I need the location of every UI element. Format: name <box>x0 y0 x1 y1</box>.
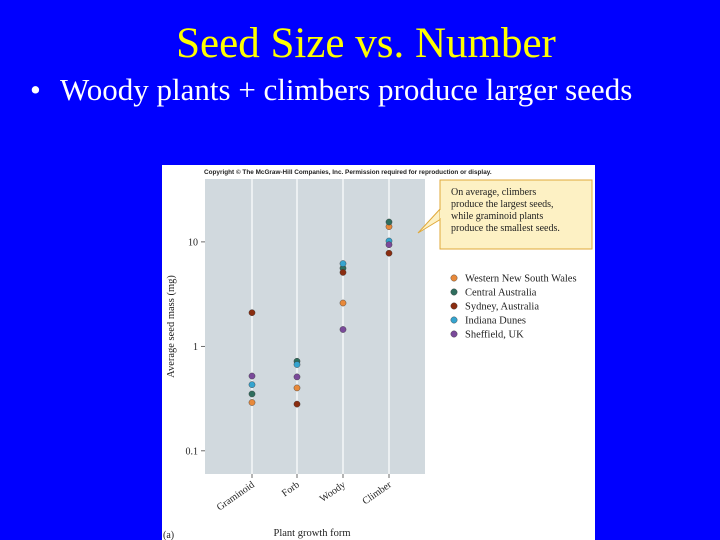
y-axis-label: Average seed mass (mg) <box>166 275 177 378</box>
point-2-0 <box>248 309 256 316</box>
legend-label-1: Central Australia <box>465 288 537 299</box>
x-axis-ticks: Graminoid Forb Woody Climber <box>215 474 394 513</box>
point-3-0 <box>248 381 256 388</box>
point-1-0 <box>248 390 256 398</box>
x-axis-label: Plant growth form <box>274 528 351 539</box>
x-tick-label-3: Climber <box>361 479 395 507</box>
callout-line-4: produce the smallest seeds. <box>451 223 560 234</box>
legend-marker-0 <box>450 274 458 282</box>
point-4-3 <box>385 241 393 249</box>
data-points <box>248 218 393 408</box>
y-tick-label-2: 10 <box>188 237 198 248</box>
legend-marker-2 <box>450 302 458 310</box>
x-tick-label-1: Forb <box>280 479 302 499</box>
legend-marker-4 <box>450 330 458 338</box>
bullet-marker: • <box>30 72 41 107</box>
point-3-1 <box>293 361 301 368</box>
point-4-1 <box>293 373 301 381</box>
point-0-0 <box>248 399 256 406</box>
point-2-1 <box>293 400 301 408</box>
point-0-1 <box>293 384 301 392</box>
legend-marker-1 <box>450 288 458 296</box>
copyright-band <box>162 165 595 179</box>
point-1-3 <box>385 218 393 226</box>
y-tick-label-0: 0.1 <box>186 446 199 457</box>
callout: On average, climbers produce the largest… <box>417 179 593 250</box>
callout-line-1: On average, climbers <box>451 187 536 198</box>
legend-label-4: Sheffield, UK <box>465 330 524 341</box>
x-tick-label-2: Woody <box>318 479 348 504</box>
point-2-3 <box>385 249 393 257</box>
panel-label: (a) <box>163 530 174 540</box>
callout-line-3: while graminoid plants <box>451 211 543 222</box>
callout-line-2: produce the largest seeds, <box>451 199 554 210</box>
point-2-2 <box>339 269 347 276</box>
callout-box <box>439 179 593 250</box>
legend-marker-3 <box>450 316 458 324</box>
slide-title: Seed Size vs. Number <box>176 20 556 67</box>
legend: Western New South Wales Central Australia… <box>450 274 577 341</box>
legend-label-2: Sydney, Australia <box>465 302 539 313</box>
y-tick-label-1: 1 <box>193 342 198 353</box>
bullet-text: Woody plants + climbers produce larger s… <box>60 72 633 107</box>
point-3-2 <box>339 260 347 267</box>
point-0-2 <box>339 299 347 307</box>
seed-mass-figure: Copyright © The McGraw-Hill Companies, I… <box>162 165 595 540</box>
copyright-notice: Copyright © The McGraw-Hill Companies, I… <box>204 168 492 176</box>
point-4-0 <box>248 372 256 380</box>
legend-label-0: Western New South Wales <box>465 274 577 285</box>
legend-label-3: Indiana Dunes <box>465 316 526 327</box>
y-axis-ticks: 0.1 1 10 <box>186 237 205 457</box>
x-tick-label-0: Graminoid <box>215 479 257 513</box>
seed-mass-chart: Copyright © The McGraw-Hill Companies, I… <box>162 165 595 540</box>
point-4-2 <box>339 326 347 333</box>
